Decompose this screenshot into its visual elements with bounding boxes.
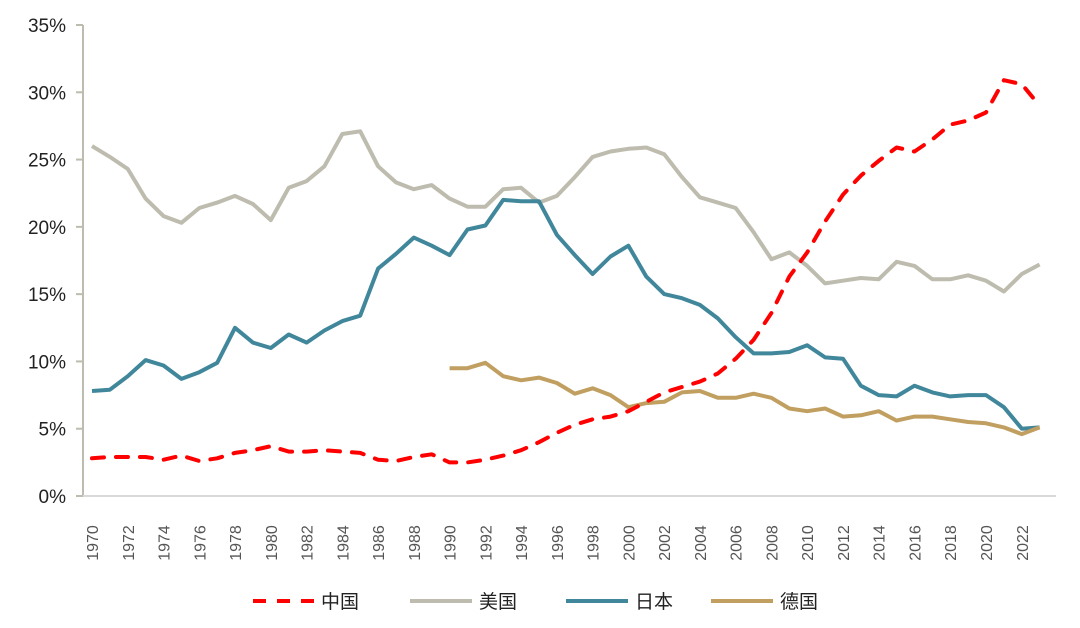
x-tick-label: 1986 <box>371 525 388 561</box>
legend-label: 日本 <box>635 591 673 613</box>
legend-label: 美国 <box>479 591 517 613</box>
x-tick-label: 1984 <box>335 525 352 561</box>
y-tick-label: 30% <box>28 83 66 104</box>
x-tick-label: 2010 <box>800 525 817 561</box>
axes <box>82 25 1056 497</box>
legend-label: 德国 <box>780 591 818 613</box>
x-tick-label: 2002 <box>657 525 674 561</box>
x-tick-label: 1990 <box>443 525 460 561</box>
series-line-japan <box>91 197 1040 431</box>
x-tick-label: 1982 <box>300 525 317 561</box>
legend-item-usa: 美国 <box>410 591 517 613</box>
x-tick-label: 1974 <box>157 525 174 561</box>
x-tick-label: 1992 <box>478 525 495 561</box>
series-lines <box>90 78 1042 465</box>
x-tick-label: 2018 <box>943 525 960 561</box>
x-tick-label: 2008 <box>764 525 781 561</box>
x-tick-label: 2012 <box>836 525 853 561</box>
x-tick-label: 1998 <box>586 525 603 561</box>
y-tick-label: 10% <box>28 352 66 373</box>
x-tick-label: 2006 <box>729 525 746 561</box>
x-tick-label: 1976 <box>192 525 209 561</box>
x-tick-label: 1970 <box>85 525 102 561</box>
series-line-germany <box>449 360 1041 437</box>
series-line-usa <box>90 129 1041 294</box>
x-tick-label: 1980 <box>264 525 281 561</box>
y-tick-label: 35% <box>28 16 66 37</box>
x-tick-label: 1988 <box>407 525 424 561</box>
x-tick-label: 2014 <box>872 525 889 561</box>
legend-item-japan: 日本 <box>566 591 673 613</box>
y-tick-label: 25% <box>28 151 66 172</box>
x-tick-label: 1978 <box>228 525 245 561</box>
y-tick-label: 0% <box>39 487 67 508</box>
x-tick-label: 2000 <box>621 525 638 561</box>
y-tick-label: 5% <box>39 420 67 441</box>
x-tick-label: 1996 <box>550 525 567 561</box>
legend-item-china: 中国 <box>253 591 359 613</box>
x-tick-label: 2016 <box>907 525 924 561</box>
legend-label: 中国 <box>321 591 359 613</box>
x-tick-label: 2022 <box>1015 525 1032 561</box>
y-tick-label: 15% <box>28 285 66 306</box>
x-tick-label: 1994 <box>514 525 531 561</box>
y-tick-label: 20% <box>28 218 66 239</box>
y-ticks: 0% 5% 10% 15% 20% 25% 30% 35% <box>28 16 83 508</box>
x-tick-label: 1972 <box>121 525 138 561</box>
legend: 中国 美国 日本 德国 <box>253 591 818 613</box>
x-ticks: 1970 1972 1974 1976 1978 1980 1982 1984 1986 1988… <box>85 525 1032 561</box>
x-tick-label: 2020 <box>979 525 996 561</box>
legend-item-germany: 德国 <box>711 591 818 613</box>
x-tick-label: 2004 <box>693 525 710 561</box>
series-line-china <box>90 78 1042 465</box>
